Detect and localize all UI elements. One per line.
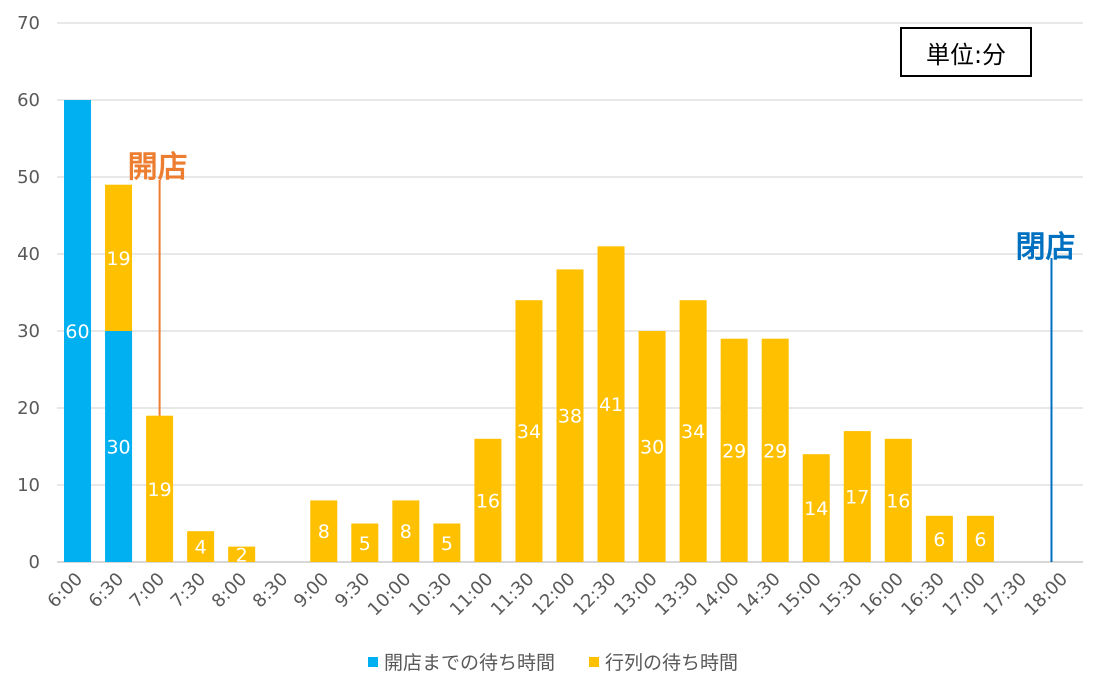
bar — [228, 546, 256, 562]
x-tick-label: 18:00 — [1020, 569, 1072, 621]
x-tick-label: 12:00 — [528, 569, 580, 621]
bar — [392, 500, 420, 562]
data-label: 60 — [65, 321, 89, 343]
data-label: 29 — [763, 440, 787, 462]
x-tick-label: 15:00 — [774, 569, 826, 621]
bar — [843, 431, 871, 562]
bar — [884, 438, 912, 562]
bar — [187, 531, 215, 562]
x-tick-label: 16:00 — [856, 569, 908, 621]
data-label: 41 — [599, 394, 623, 416]
bar — [64, 100, 92, 562]
x-tick-label: 17:30 — [979, 569, 1031, 621]
legend-label: 行列の待ち時間 — [605, 652, 739, 674]
bar — [966, 515, 994, 562]
y-tick-label: 0 — [29, 552, 40, 573]
x-tick-label: 8:00 — [208, 569, 251, 612]
bar — [556, 269, 584, 562]
bar — [310, 500, 338, 562]
y-tick-label: 60 — [17, 90, 40, 111]
x-tick-label: 10:30 — [405, 569, 457, 621]
data-label: 38 — [558, 406, 582, 428]
data-label: 2 — [236, 544, 248, 566]
x-tick-label: 6:00 — [44, 569, 87, 612]
data-label: 16 — [886, 490, 910, 512]
x-tick-label: 11:30 — [487, 569, 539, 621]
y-tick-label: 50 — [17, 167, 40, 188]
bar — [105, 184, 133, 331]
bar — [105, 331, 133, 562]
x-tick-label: 10:00 — [364, 569, 416, 621]
y-axis-ticks: 0 10 20 30 40 50 60 70 — [17, 13, 40, 573]
data-label: 30 — [640, 437, 664, 459]
data-label: 16 — [476, 490, 500, 512]
bars — [64, 100, 994, 563]
x-tick-label: 6:30 — [85, 569, 128, 612]
y-tick-label: 20 — [17, 398, 40, 419]
bar — [146, 415, 174, 562]
bar — [474, 438, 502, 562]
x-tick-label: 12:30 — [569, 569, 621, 621]
data-label: 8 — [318, 521, 330, 543]
x-tick-label: 17:00 — [938, 569, 990, 621]
data-label: 34 — [681, 421, 705, 443]
data-label: 34 — [517, 421, 541, 443]
annotation-close: 閉店 — [1015, 230, 1076, 265]
bar — [597, 246, 625, 563]
data-label: 30 — [106, 437, 130, 459]
legend-label: 開店までの待ち時間 — [383, 652, 555, 674]
x-tick-label: 14:30 — [733, 569, 785, 621]
data-label: 19 — [148, 479, 172, 501]
y-tick-label: 70 — [17, 13, 40, 34]
x-tick-label: 14:00 — [692, 569, 744, 621]
bar — [802, 454, 830, 562]
legend-item-pre-open: 開店までの待ち時間 — [367, 648, 555, 675]
y-tick-label: 10 — [17, 475, 40, 496]
data-label: 19 — [106, 248, 130, 270]
annotation-open: 開店 — [127, 150, 188, 185]
data-label: 29 — [722, 440, 746, 462]
data-label: 8 — [400, 521, 412, 543]
y-tick-label: 40 — [17, 244, 40, 265]
bar-chart: 0 10 20 30 40 50 60 70 60 30 19 19 4 2 8 5 8 5 16 34 38 41 30… — [17, 13, 1083, 621]
annotation-lines — [158, 180, 1053, 562]
data-label: 4 — [195, 537, 207, 559]
bar — [679, 300, 707, 562]
bar — [433, 523, 461, 562]
y-tick-label: 30 — [17, 321, 40, 342]
data-label: 17 — [845, 487, 869, 509]
bar — [515, 300, 543, 562]
x-axis-ticks: 6:006:307:007:308:008:309:009:3010:0010:… — [44, 569, 1072, 621]
bar — [925, 515, 953, 562]
x-tick-label: 13:00 — [610, 569, 662, 621]
legend-swatch-blue — [367, 656, 378, 667]
x-tick-label: 7:00 — [126, 569, 169, 612]
data-labels: 60 30 19 19 4 2 8 5 8 5 16 34 38 41 30 34 29 29 14 17 16 6 6 — [65, 248, 986, 566]
x-tick-label: 13:30 — [651, 569, 703, 621]
bar — [761, 338, 789, 562]
x-tick-label: 11:00 — [446, 569, 498, 621]
unit-label: 単位:分 — [900, 27, 1032, 77]
legend: 開店までの待ち時間 行列の待ち時間 — [0, 648, 1106, 675]
x-tick-label: 7:30 — [167, 569, 210, 612]
legend-item-queue: 行列の待ち時間 — [589, 648, 738, 675]
x-tick-label: 16:30 — [897, 569, 949, 621]
x-tick-label: 8:30 — [249, 569, 292, 612]
data-label: 6 — [933, 529, 945, 551]
data-label: 14 — [804, 498, 828, 520]
data-label: 5 — [359, 533, 371, 555]
bar — [638, 331, 666, 562]
x-tick-label: 15:30 — [815, 569, 867, 621]
x-tick-label: 9:00 — [290, 569, 333, 612]
bar — [720, 338, 748, 562]
data-label: 5 — [441, 533, 453, 555]
legend-swatch-orange — [589, 656, 599, 667]
bar — [351, 523, 379, 562]
data-label: 6 — [974, 529, 986, 551]
